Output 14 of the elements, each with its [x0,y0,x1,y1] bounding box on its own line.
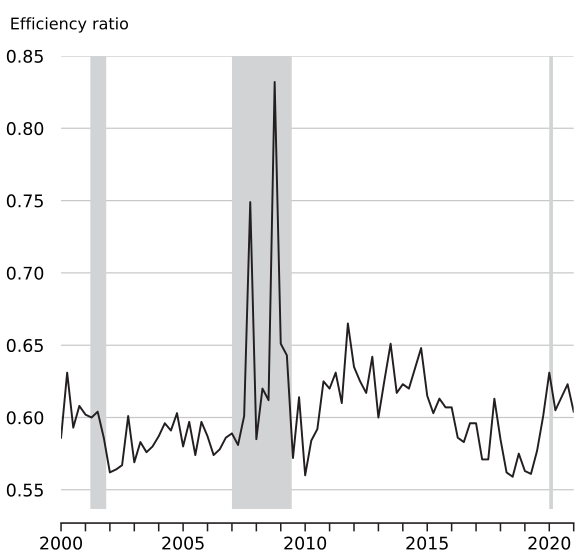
line-series [61,81,574,478]
y-tick-label: 0.55 [6,483,43,497]
y-tick-label: 0.65 [6,338,43,352]
x-tick-label: 2010 [284,536,326,550]
y-axis-title: Efficiency ratio [11,17,128,33]
y-tick-label: 0.80 [6,122,44,136]
y-tick-label: 0.75 [6,194,43,208]
x-tick-label: 2000 [40,536,82,550]
y-tick-label: 0.85 [6,50,43,63]
y-tick-label: 0.70 [6,266,44,280]
y-tick-label: 0.60 [6,411,44,424]
x-tick-label: 2005 [162,536,204,550]
x-tick-label: 2020 [528,536,570,550]
x-tick-label: 2015 [406,536,448,550]
